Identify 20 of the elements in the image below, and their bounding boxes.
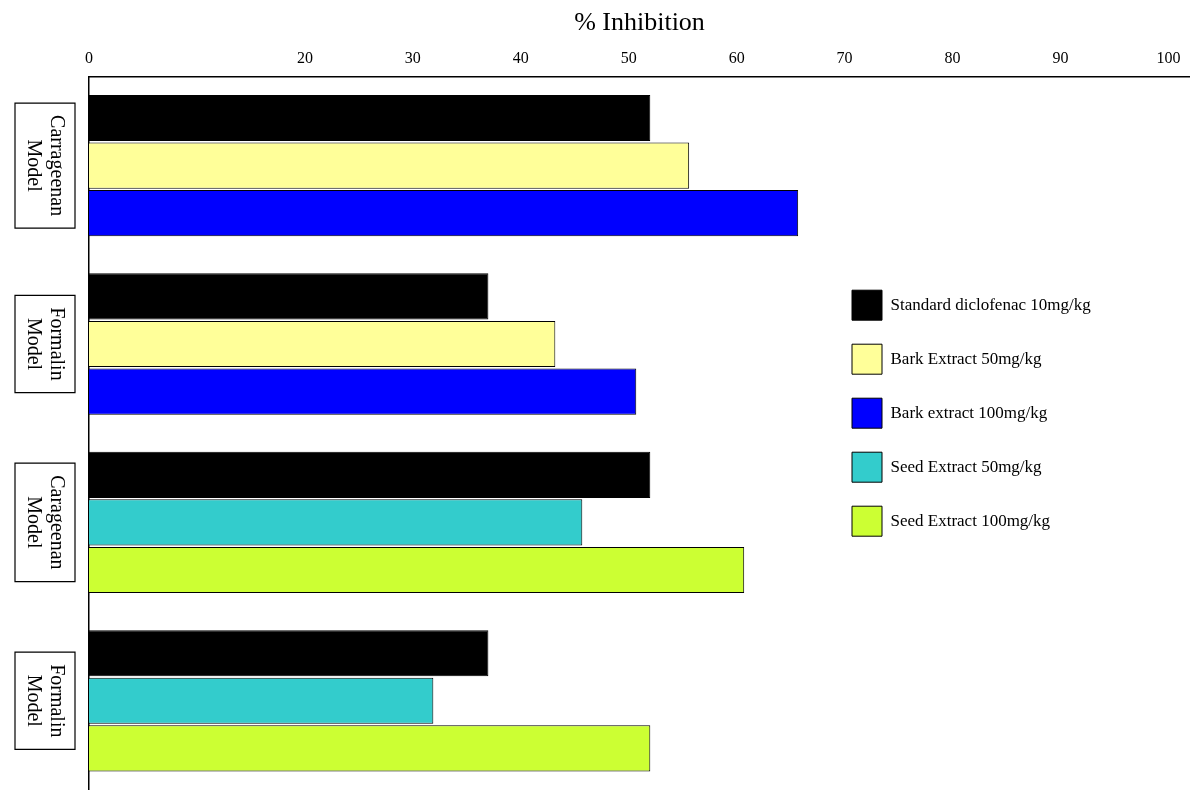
x-tick-label: 100: [1156, 49, 1181, 66]
x-tick-label: 30: [404, 49, 421, 66]
y-tick-label: Formalin Model: [24, 664, 70, 738]
y-tick-label: Carrageenan Model: [24, 115, 70, 217]
x-tick-label: 0: [85, 49, 93, 66]
legend-label: Bark Extract 50mg/kg: [890, 348, 1043, 368]
x-tick-label: 80: [944, 49, 961, 66]
legend-label: Bark extract 100mg/kg: [890, 402, 1048, 422]
x-tick-label: 50: [620, 49, 637, 66]
x-tick-label: 40: [512, 49, 529, 66]
x-axis-title: % Inhibition: [574, 7, 705, 37]
x-tick-label: 20: [296, 49, 313, 66]
x-tick-label: 70: [836, 49, 853, 66]
legend-label: Seed Extract 100mg/kg: [890, 510, 1051, 530]
x-tick-label: 60: [728, 49, 745, 66]
y-tick-label: Carageenan Model: [24, 475, 70, 570]
legend-label: Standard diclofenac 10mg/kg: [890, 294, 1092, 314]
y-tick-label: Formalin Model: [24, 307, 70, 381]
x-tick-label: 90: [1052, 49, 1069, 66]
legend-label: Seed Extract 50mg/kg: [890, 456, 1043, 476]
